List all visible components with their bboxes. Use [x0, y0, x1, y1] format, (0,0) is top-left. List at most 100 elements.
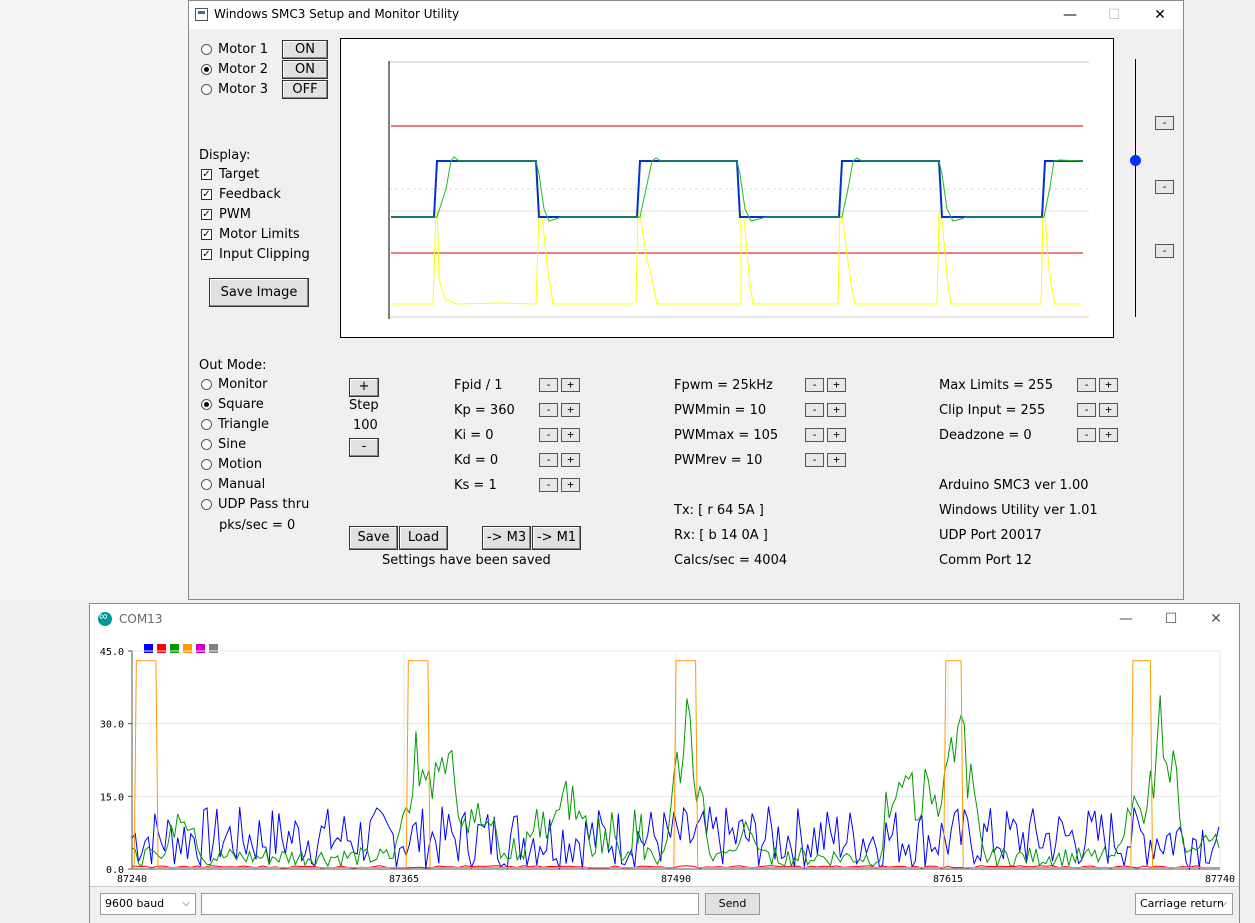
fpwm-minus-button[interactable]: - [805, 378, 824, 392]
line-ending-value: Carriage return [1140, 897, 1224, 910]
kd-label: Kd = 0 [454, 453, 499, 468]
send-input[interactable] [201, 893, 699, 915]
pwm-label: PWM [219, 207, 251, 222]
scope-side-minus-button-1[interactable]: - [1155, 116, 1174, 130]
pwmrev-minus-button[interactable]: - [805, 453, 824, 467]
motor-1-toggle-button[interactable]: ON [282, 40, 328, 59]
baud-rate-value: 9600 baud [105, 897, 165, 910]
input-clipping-checkbox[interactable]: ✓ [201, 249, 212, 260]
ki-plus-button[interactable]: + [561, 428, 580, 442]
save-image-button[interactable]: Save Image [209, 278, 309, 307]
kp-minus-button[interactable]: - [539, 403, 558, 417]
ki-minus-button[interactable]: - [539, 428, 558, 442]
serial-plotter-minimize-button[interactable]: — [1119, 611, 1133, 627]
load-button[interactable]: Load [399, 526, 448, 550]
pwmrev-plus-button[interactable]: + [827, 453, 846, 467]
comm-port: Comm Port 12 [939, 553, 1032, 568]
legend-swatch [170, 644, 179, 653]
manual-radio[interactable] [201, 479, 212, 490]
scope-vertical-slider-track[interactable] [1135, 59, 1136, 317]
step-label: Step [349, 398, 379, 413]
baud-rate-select[interactable]: 9600 baud ⌵ [100, 893, 196, 915]
tx-readout: Tx: [ r 64 5A ] [674, 503, 764, 518]
pwm-checkbox[interactable]: ✓ [201, 209, 212, 220]
calcs-per-second: Calcs/sec = 4004 [674, 553, 788, 568]
feedback-checkbox[interactable]: ✓ [201, 189, 212, 200]
motor-3-radio[interactable] [201, 84, 212, 95]
target-checkbox[interactable]: ✓ [201, 169, 212, 180]
motor-1-radio[interactable] [201, 44, 212, 55]
motor-2-toggle-button[interactable]: ON [282, 60, 328, 79]
serial-plotter-maximize-button[interactable]: ☐ [1164, 611, 1178, 627]
deadzone-minus-button[interactable]: - [1077, 428, 1096, 442]
y-tick-label: 15.0 [100, 792, 124, 803]
feedback-trace [391, 156, 1084, 222]
motion-radio[interactable] [201, 459, 212, 470]
line-ending-select[interactable]: Carriage return ⌵ [1135, 893, 1233, 915]
pwmmax-plus-button[interactable]: + [827, 428, 846, 442]
motor-limits-checkbox[interactable]: ✓ [201, 229, 212, 240]
desktop-background [0, 0, 188, 600]
serial-plotter-window: COM13 — ☐ ✕ 0.0 15.0 30.0 45.0 87240 87365 874… [89, 603, 1240, 923]
scope-vertical-slider-knob[interactable] [1130, 155, 1141, 166]
ks-plus-button[interactable]: + [561, 478, 580, 492]
kd-plus-button[interactable]: + [561, 453, 580, 467]
scope-plot [340, 38, 1114, 338]
clip-input-plus-button[interactable]: + [1099, 403, 1118, 417]
scope-svg [388, 61, 1089, 319]
monitor-radio[interactable] [201, 379, 212, 390]
minimize-button[interactable]: — [1063, 7, 1077, 23]
clip-input-minus-button[interactable]: - [1077, 403, 1096, 417]
title-bar: Windows SMC3 Setup and Monitor Utility —… [189, 1, 1183, 29]
motor-3-toggle-button[interactable]: OFF [282, 80, 328, 99]
fpid-plus-button[interactable]: + [561, 378, 580, 392]
window-title: Windows SMC3 Setup and Monitor Utility [214, 7, 460, 21]
ks-minus-button[interactable]: - [539, 478, 558, 492]
scope-side-minus-button-3[interactable]: - [1155, 244, 1174, 258]
close-button[interactable]: ✕ [1154, 7, 1166, 23]
serial-plotter-bottom-bar: 9600 baud ⌵ Send Carriage return ⌵ [90, 886, 1239, 923]
serial-plot-svg: 0.0 15.0 30.0 45.0 87240 87365 87490 87615 87740 [100, 644, 1235, 885]
y-tick-label: 45.0 [100, 647, 124, 658]
send-button[interactable]: Send [705, 893, 760, 915]
scope-side-minus-button-2[interactable]: - [1155, 180, 1174, 194]
legend-swatch [157, 644, 166, 653]
save-button[interactable]: Save [349, 526, 398, 550]
feedback-label: Feedback [219, 187, 281, 202]
copy-to-m1-button[interactable]: -> M1 [532, 526, 581, 550]
serial-plotter-close-button[interactable]: ✕ [1210, 611, 1222, 627]
packets-per-second: pks/sec = 0 [219, 518, 296, 533]
pwmmax-label: PWMmax = 105 [674, 428, 779, 443]
x-tick-label: 87365 [389, 874, 419, 884]
udp-port: UDP Port 20017 [939, 528, 1042, 543]
kp-plus-button[interactable]: + [561, 403, 580, 417]
display-heading: Display: [199, 148, 251, 163]
motor-limits-label: Motor Limits [219, 227, 300, 242]
fpid-minus-button[interactable]: - [539, 378, 558, 392]
pwmmax-minus-button[interactable]: - [805, 428, 824, 442]
pwmmin-minus-button[interactable]: - [805, 403, 824, 417]
motion-label: Motion [218, 457, 263, 472]
status-message: Settings have been saved [382, 553, 551, 568]
max-limits-minus-button[interactable]: - [1077, 378, 1096, 392]
square-radio[interactable] [201, 399, 212, 410]
kd-minus-button[interactable]: - [539, 453, 558, 467]
x-tick-label: 87240 [117, 874, 147, 884]
motor-2-radio[interactable] [201, 64, 212, 75]
step-minus-button[interactable]: - [349, 438, 379, 457]
step-value: 100 [353, 418, 378, 433]
max-limits-plus-button[interactable]: + [1099, 378, 1118, 392]
deadzone-plus-button[interactable]: + [1099, 428, 1118, 442]
triangle-radio[interactable] [201, 419, 212, 430]
pwmmin-plus-button[interactable]: + [827, 403, 846, 417]
step-plus-button[interactable]: + [349, 378, 379, 397]
serial-plotter-title: COM13 [119, 612, 163, 626]
fpwm-plus-button[interactable]: + [827, 378, 846, 392]
utility-version: Windows Utility ver 1.01 [939, 503, 1098, 518]
input-clipping-label: Input Clipping [219, 247, 310, 262]
sine-radio[interactable] [201, 439, 212, 450]
udp-pass-thru-radio[interactable] [201, 499, 212, 510]
copy-to-m3-button[interactable]: -> M3 [482, 526, 531, 550]
legend-swatch [144, 644, 153, 653]
